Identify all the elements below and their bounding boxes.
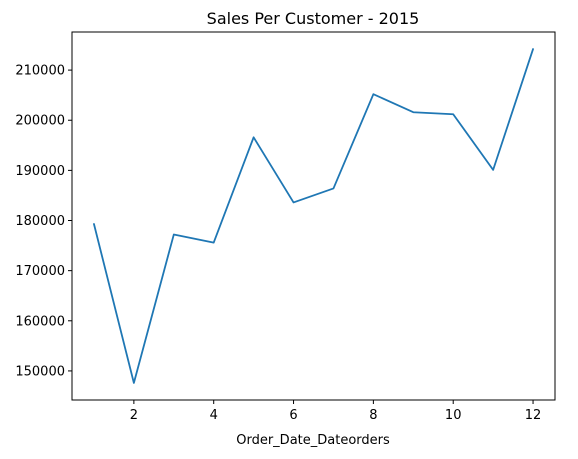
series-layer bbox=[93, 48, 534, 384]
x-tick-label: 8 bbox=[369, 408, 377, 423]
y-tick-label: 210000 bbox=[15, 64, 65, 79]
data-point bbox=[133, 382, 135, 384]
y-tick-label: 150000 bbox=[15, 364, 65, 379]
chart-title: Sales Per Customer - 2015 bbox=[207, 9, 420, 28]
data-point bbox=[93, 223, 95, 225]
x-tick-label: 4 bbox=[210, 408, 218, 423]
series-line bbox=[93, 48, 534, 384]
y-axis: 150000 160000 170000 180000 190000 200000 2100… bbox=[15, 64, 72, 379]
data-point bbox=[412, 111, 414, 113]
x-tick-label: 10 bbox=[445, 408, 462, 423]
data-point bbox=[372, 93, 374, 95]
x-tick-label: 2 bbox=[130, 408, 138, 423]
plot-border bbox=[71, 31, 556, 401]
data-point bbox=[332, 187, 334, 189]
x-tick-label: 6 bbox=[289, 408, 297, 423]
data-point bbox=[252, 136, 254, 138]
y-tick-label: 170000 bbox=[15, 264, 65, 279]
plot-area bbox=[72, 32, 555, 400]
data-point bbox=[452, 113, 454, 115]
data-point bbox=[292, 201, 294, 203]
x-axis: 2 4 6 8 10 12 bbox=[130, 400, 542, 423]
data-point bbox=[213, 241, 215, 243]
x-tick-label: 12 bbox=[525, 408, 542, 423]
plot-background bbox=[72, 32, 555, 400]
y-tick-label: 190000 bbox=[15, 164, 65, 179]
data-point bbox=[532, 48, 534, 50]
y-tick-label: 160000 bbox=[15, 314, 65, 329]
y-tick-label: 200000 bbox=[15, 114, 65, 129]
data-point bbox=[173, 233, 175, 235]
x-axis-label: Order_Date_Dateorders bbox=[236, 433, 390, 448]
data-point bbox=[492, 169, 494, 171]
y-tick-label: 180000 bbox=[15, 214, 65, 229]
